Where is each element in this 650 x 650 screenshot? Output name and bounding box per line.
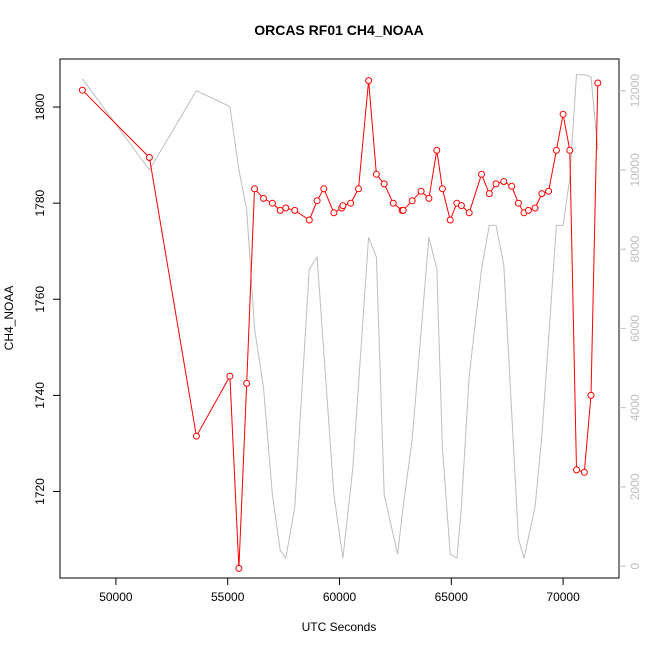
x-tick-label: 60000 xyxy=(323,590,357,604)
data-point xyxy=(500,178,508,185)
y2-tick-label: 0 xyxy=(628,562,642,569)
data-point xyxy=(465,209,473,217)
data-point xyxy=(399,206,407,214)
data-point xyxy=(417,187,425,195)
series-red-line xyxy=(82,80,599,569)
data-point xyxy=(192,432,200,440)
data-point xyxy=(268,199,276,207)
x-tick-label: 50000 xyxy=(99,590,133,604)
y-axis-left: 1720 1740 1760 1780 1800 xyxy=(33,93,60,505)
data-point xyxy=(305,216,313,224)
series-gray-line-group xyxy=(81,74,599,560)
data-point xyxy=(380,180,388,188)
data-point xyxy=(573,466,580,474)
data-point xyxy=(251,185,258,193)
series-gray-line xyxy=(81,74,599,560)
data-point xyxy=(320,185,328,193)
data-point xyxy=(538,190,546,198)
data-point xyxy=(145,154,153,161)
x-axis: 50000 55000 60000 65000 70000 xyxy=(99,578,580,604)
y-tick-label: 1800 xyxy=(33,93,47,120)
data-point xyxy=(355,185,362,193)
data-point xyxy=(545,187,553,195)
data-point xyxy=(226,372,234,380)
data-point xyxy=(587,391,595,399)
data-point xyxy=(365,77,373,85)
data-point xyxy=(243,379,251,387)
y-tick-label: 1760 xyxy=(33,286,47,313)
y-axis-right: 0 2000 4000 6000 8000 10000 12000 xyxy=(619,74,642,569)
y2-tick-label: 2000 xyxy=(628,473,642,500)
data-point xyxy=(235,564,243,572)
y-tick-label: 1740 xyxy=(33,382,47,409)
data-point xyxy=(276,206,284,214)
data-point xyxy=(347,199,355,207)
x-tick-label: 70000 xyxy=(546,590,580,604)
data-point xyxy=(580,468,588,476)
y2-tick-label: 4000 xyxy=(628,394,642,421)
data-point xyxy=(485,190,493,198)
plot-box xyxy=(59,58,620,579)
x-axis-label: UTC Seconds xyxy=(302,620,377,634)
data-point xyxy=(372,170,380,178)
data-point xyxy=(524,206,532,214)
y2-tick-label: 8000 xyxy=(628,235,642,262)
data-point xyxy=(282,204,290,212)
data-point xyxy=(408,197,416,205)
data-point xyxy=(457,202,465,210)
y-tick-label: 1780 xyxy=(33,189,47,216)
data-point xyxy=(508,182,516,190)
x-tick-label: 55000 xyxy=(211,590,245,604)
y-tick-label: 1720 xyxy=(33,478,47,505)
data-point xyxy=(566,146,574,154)
y2-tick-label: 12000 xyxy=(628,74,642,108)
data-point xyxy=(339,202,347,210)
data-point xyxy=(552,146,560,154)
data-point xyxy=(78,86,86,94)
series-red-group xyxy=(78,77,602,572)
data-point xyxy=(594,79,602,87)
data-point xyxy=(446,216,454,224)
x-tick-label: 65000 xyxy=(435,590,469,604)
data-point xyxy=(260,194,267,202)
data-point xyxy=(291,206,299,214)
data-point xyxy=(514,199,522,207)
data-point xyxy=(559,110,567,118)
data-point xyxy=(433,146,441,154)
data-point xyxy=(313,197,321,205)
data-point xyxy=(425,194,433,202)
data-point xyxy=(330,209,338,217)
data-point xyxy=(438,185,446,193)
y-axis-label: CH4_NOAA xyxy=(2,286,16,351)
data-point xyxy=(478,170,485,178)
data-point xyxy=(389,199,397,207)
data-point xyxy=(492,180,500,188)
data-point xyxy=(531,204,539,212)
y2-tick-label: 10000 xyxy=(628,153,642,187)
chart-title: ORCAS RF01 CH4_NOAA xyxy=(254,22,424,38)
y2-tick-label: 6000 xyxy=(628,315,642,342)
